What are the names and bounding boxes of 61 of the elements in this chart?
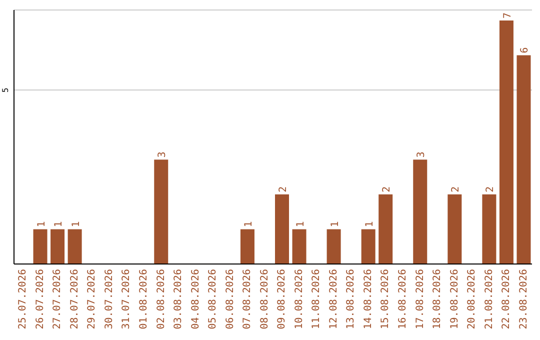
- x-tick-label: 06.08.2026: [224, 269, 236, 330]
- bar: [482, 194, 496, 264]
- bar: [361, 229, 376, 264]
- data-label: 1: [295, 221, 306, 228]
- data-label: 3: [157, 152, 168, 158]
- data-label: 2: [450, 186, 462, 192]
- x-tick-label: 21.08.2026: [484, 269, 495, 330]
- x-tick-label: 12.08.2026: [328, 269, 340, 330]
- x-tick-label: 22.08.2026: [501, 269, 512, 330]
- data-label: 1: [36, 221, 48, 228]
- x-tick-label: 28.07.2026: [69, 269, 80, 330]
- x-tick-label: 05.08.2026: [208, 269, 219, 330]
- bar: [50, 229, 65, 264]
- bar: [275, 194, 289, 264]
- x-tick-label: 09.08.2026: [276, 269, 288, 330]
- bar: [68, 229, 82, 264]
- x-tick-label: 20.08.2026: [466, 269, 478, 330]
- x-tick-label: 27.07.2026: [52, 269, 64, 330]
- x-tick-label: 25.07.2026: [18, 269, 29, 330]
- data-label: 1: [54, 221, 65, 228]
- x-tick-label: 16.08.2026: [398, 269, 408, 330]
- bar: [516, 55, 531, 264]
- x-tick-label: 31.07.2026: [121, 269, 132, 330]
- x-tick-label: 10.08.2026: [294, 269, 305, 330]
- x-tick-label: 18.08.2026: [432, 269, 444, 330]
- x-tick-label: 30.07.2026: [104, 269, 115, 330]
- bar: [154, 160, 168, 264]
- data-label: 7: [502, 12, 514, 18]
- x-tick-label: 07.08.2026: [242, 269, 254, 330]
- data-label: 1: [330, 221, 341, 228]
- x-tick-label: 02.08.2026: [156, 269, 167, 330]
- x-tick-label: 29.07.2026: [86, 269, 98, 330]
- bar: [292, 229, 306, 264]
- data-label: 1: [70, 221, 82, 228]
- x-tick-label: 23.08.2026: [518, 269, 530, 330]
- bar: [413, 160, 428, 264]
- x-tick-label: 19.08.2026: [449, 269, 460, 330]
- bar: [240, 229, 254, 264]
- x-tick-label: 17.08.2026: [414, 269, 426, 330]
- x-tick-label: 04.08.2026: [190, 269, 202, 330]
- data-label: 2: [382, 186, 393, 192]
- x-tick-label: 14.08.2026: [362, 269, 374, 330]
- data-label: 2: [278, 186, 289, 192]
- data-label: 3: [416, 152, 428, 158]
- y-tick-label: 5: [1, 87, 10, 92]
- bar: [448, 194, 462, 264]
- data-label: 1: [364, 221, 376, 228]
- bar: [326, 229, 341, 264]
- x-tick-label: 03.08.2026: [173, 269, 184, 330]
- x-tick-label: 08.08.2026: [259, 269, 270, 330]
- x-tick-label: 11.08.2026: [311, 269, 322, 330]
- x-tick-label: 26.07.2026: [34, 269, 46, 330]
- data-label: 6: [520, 47, 531, 54]
- data-label: 1: [243, 221, 254, 228]
- bar: [33, 229, 48, 264]
- x-tick-label: 01.08.2026: [138, 269, 150, 330]
- bar: [499, 20, 514, 264]
- bar: [378, 194, 393, 264]
- data-label: 2: [485, 186, 496, 192]
- x-tick-label: 13.08.2026: [346, 269, 357, 330]
- x-tick-label: 15.08.2026: [380, 269, 392, 330]
